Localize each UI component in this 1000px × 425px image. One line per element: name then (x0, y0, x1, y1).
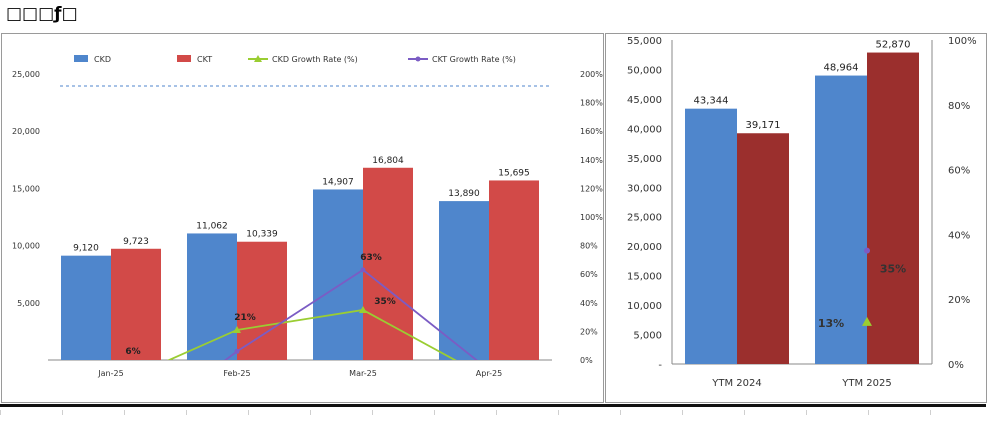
growth-marker-ckd (359, 305, 367, 313)
growth-line-ckt (224, 268, 478, 360)
ytm-chart-panel: - 5,000 10,000 15,000 20,000 25,000 30,000 35,0… (605, 33, 987, 403)
y-right-tick-label: 100% (580, 213, 603, 222)
bar-value-label: 11,062 (196, 221, 228, 231)
y-left-tick-label: 5,000 (633, 331, 662, 342)
y-left-tick-label: 5,000 (17, 299, 40, 308)
bar-ckt (489, 180, 539, 360)
y-right-tick-label: 60% (948, 166, 970, 177)
bar-ckt (363, 167, 413, 360)
y-right-tick-label: 140% (580, 156, 603, 165)
y-left-tick-label: 25,000 (12, 70, 40, 79)
monthly-chart-panel: 5,000 10,000 15,000 20,000 25,000 0% 20% 40% 60%… (1, 33, 604, 403)
y-left-tick-label: 15,000 (12, 184, 40, 193)
growth-line-ckd (166, 309, 457, 360)
bar-ckd (439, 201, 489, 360)
growth-marker-ckt (360, 267, 366, 273)
growth-rate-label: 13% (818, 317, 844, 330)
growth-rate-label: 63% (360, 253, 382, 263)
bar-ckt (111, 248, 161, 360)
growth-rate-label: 21% (234, 313, 256, 323)
x-tick-label: YTM 2025 (841, 378, 891, 389)
y-right-tick-label: 120% (580, 184, 603, 193)
legend-swatch (74, 55, 88, 62)
bar-ckt (737, 133, 789, 364)
bottom-tick-row (0, 410, 986, 415)
y-left-tick-label: 30,000 (627, 183, 662, 194)
bar-value-label: 9,120 (73, 244, 99, 254)
bar-value-label: 52,870 (876, 40, 911, 51)
y-right-tick-label: 20% (580, 327, 598, 336)
ytm-chart: - 5,000 10,000 15,000 20,000 25,000 30,000 35,0… (627, 36, 977, 389)
bar-value-label: 43,344 (694, 96, 729, 107)
growth-marker-ckt (234, 348, 240, 354)
y-right-tick-label: 40% (948, 230, 970, 241)
y-left-tick-label: 15,000 (627, 272, 662, 283)
page-title: □□□ƒ□ (6, 4, 78, 24)
bar-value-label: 14,907 (322, 177, 354, 187)
bar-ckd (815, 75, 867, 364)
x-tick-label: YTM 2024 (711, 378, 761, 389)
x-tick-label: Feb-25 (223, 369, 250, 378)
bar-value-label: 15,695 (498, 168, 530, 178)
y-right-tick-label: 80% (948, 101, 970, 112)
y-right-tick-label: 20% (948, 295, 970, 306)
legend-entry: CKD Growth Rate (%) (272, 55, 358, 64)
x-tick-label: Mar-25 (349, 369, 377, 378)
y-right-tick-label: 40% (580, 299, 598, 308)
y-left-tick-label: 35,000 (627, 154, 662, 165)
growth-rate-label: 35% (374, 297, 396, 307)
growth-marker-ckd (862, 316, 872, 326)
bar-value-label: 48,964 (824, 63, 859, 74)
legend-entry: CKD (94, 55, 111, 64)
x-tick-label: Jan-25 (97, 369, 123, 378)
growth-rate-label: 6% (125, 347, 140, 357)
y-left-tick-label: 25,000 (627, 213, 662, 224)
legend-entry: CKT (197, 55, 212, 64)
legend-entry: CKT Growth Rate (%) (432, 55, 516, 64)
monthly-chart: 5,000 10,000 15,000 20,000 25,000 0% 20% 40% 60%… (12, 55, 603, 378)
y-right-tick-label: 80% (580, 242, 598, 251)
bar-ckd (187, 233, 237, 360)
bar-value-label: 9,723 (123, 237, 149, 247)
growth-rate-label: 35% (880, 263, 906, 276)
growth-marker-ckd (233, 325, 241, 333)
growth-marker-ckt (864, 247, 870, 254)
y-right-tick-label: 200% (580, 70, 603, 79)
bar-ckt (237, 241, 287, 360)
y-right-tick-label: 0% (948, 360, 964, 371)
bottom-rule (0, 404, 986, 407)
y-left-tick-label: 45,000 (627, 95, 662, 106)
bar-value-label: 16,804 (372, 156, 404, 166)
y-right-tick-label: 160% (580, 127, 603, 136)
y-left-tick-label: - (658, 360, 662, 371)
y-left-tick-label: 20,000 (627, 242, 662, 253)
bar-value-label: 13,890 (448, 189, 480, 199)
y-left-tick-label: 50,000 (627, 65, 662, 76)
y-left-tick-label: 10,000 (12, 242, 40, 251)
bar-ckd (61, 255, 111, 360)
y-left-tick-label: 55,000 (627, 36, 662, 47)
y-left-tick-label: 10,000 (627, 301, 662, 312)
legend-swatch (177, 55, 191, 62)
bar-value-label: 10,339 (246, 230, 278, 240)
y-right-tick-label: 100% (948, 36, 977, 47)
y-left-tick-label: 20,000 (12, 127, 40, 136)
bar-value-label: 39,171 (746, 120, 781, 131)
y-right-tick-label: 60% (580, 270, 598, 279)
legend-triangle-marker (254, 55, 262, 62)
y-right-tick-label: 0% (580, 356, 593, 365)
y-right-tick-label: 180% (580, 99, 603, 108)
y-left-tick-label: 40,000 (627, 124, 662, 135)
bar-ckt (867, 52, 919, 364)
x-tick-label: Apr-25 (476, 369, 502, 378)
legend-circle-marker (415, 56, 421, 62)
bar-ckd (685, 108, 737, 365)
